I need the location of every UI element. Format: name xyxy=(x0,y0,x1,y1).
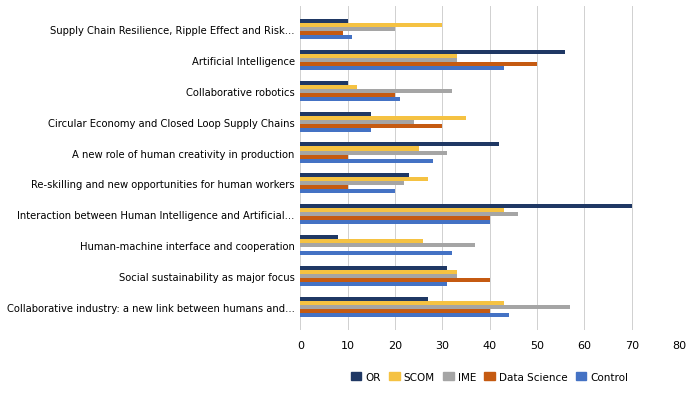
Bar xyxy=(300,186,348,190)
Bar xyxy=(300,205,631,209)
Bar xyxy=(300,128,371,132)
Bar xyxy=(300,32,343,36)
Bar xyxy=(300,36,353,40)
Bar xyxy=(300,63,537,67)
Bar xyxy=(300,278,490,282)
Bar xyxy=(300,244,475,247)
Bar xyxy=(300,28,395,32)
Bar xyxy=(300,20,348,24)
Bar xyxy=(300,124,442,128)
Bar xyxy=(300,301,504,305)
Bar xyxy=(300,309,490,313)
Legend: OR, SCOM, IME, Data Science, Control: OR, SCOM, IME, Data Science, Control xyxy=(346,368,633,386)
Bar xyxy=(300,147,419,151)
Bar xyxy=(300,305,570,309)
Bar xyxy=(300,297,428,301)
Bar xyxy=(300,213,518,217)
Bar xyxy=(300,116,466,120)
Bar xyxy=(300,159,433,163)
Bar xyxy=(300,151,447,155)
Bar xyxy=(300,217,490,221)
Bar xyxy=(300,94,395,97)
Bar xyxy=(300,266,447,270)
Bar xyxy=(300,90,452,94)
Bar xyxy=(300,282,447,286)
Bar xyxy=(300,97,400,102)
Bar xyxy=(300,82,348,85)
Bar xyxy=(300,67,504,71)
Bar xyxy=(300,221,490,225)
Bar xyxy=(300,155,348,159)
Bar xyxy=(300,174,410,178)
Bar xyxy=(300,178,428,182)
Bar xyxy=(300,55,457,59)
Bar xyxy=(300,209,504,213)
Bar xyxy=(300,112,371,116)
Bar xyxy=(300,240,423,244)
Bar xyxy=(300,143,499,147)
Bar xyxy=(300,85,357,90)
Bar xyxy=(300,190,395,194)
Bar xyxy=(300,120,414,124)
Bar xyxy=(300,313,509,317)
Bar xyxy=(300,274,457,278)
Bar xyxy=(300,270,457,274)
Bar xyxy=(300,182,405,186)
Bar xyxy=(300,252,452,256)
Bar xyxy=(300,24,442,28)
Bar xyxy=(300,59,457,63)
Bar xyxy=(300,235,338,240)
Bar xyxy=(300,51,565,55)
